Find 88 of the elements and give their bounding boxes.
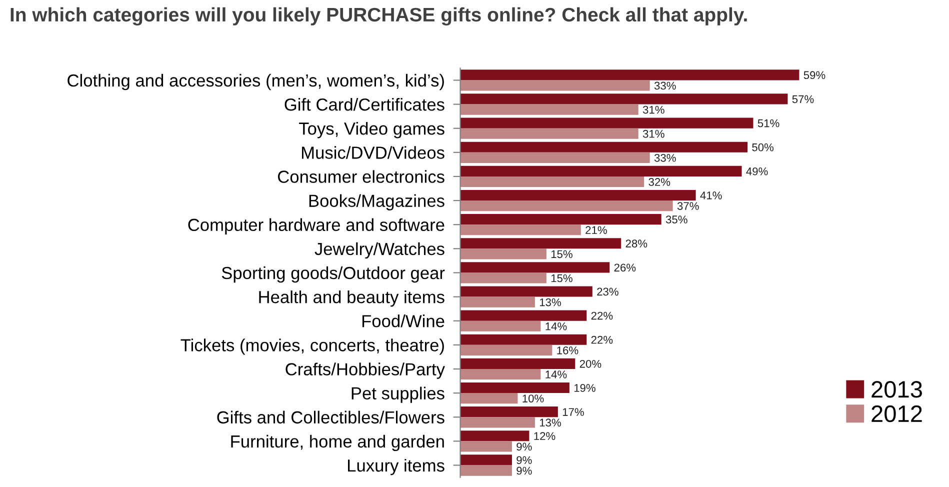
bar (460, 200, 673, 212)
bar (460, 465, 512, 476)
data-label: 41% (700, 192, 722, 200)
bar (460, 214, 662, 225)
bar (460, 430, 530, 442)
data-label: 16% (557, 346, 578, 354)
data-label: 50% (752, 143, 774, 152)
data-label: 17% (562, 408, 584, 416)
bar (460, 406, 558, 418)
data-label: 23% (597, 288, 618, 296)
y-tick-label: Toys, Video games (299, 122, 444, 138)
data-label: 59% (804, 71, 826, 80)
data-label: 9% (516, 466, 532, 475)
data-label: 33% (654, 154, 676, 162)
bar (460, 382, 570, 394)
y-tick-label: Luxury items (348, 458, 444, 476)
bar (460, 286, 592, 297)
y-tick-label: Tickets (movies, concerts, theatre) (180, 338, 444, 355)
data-label: 22% (591, 312, 613, 320)
bar (460, 142, 748, 152)
bar (460, 417, 535, 428)
bar (460, 320, 541, 332)
y-tick-label: Computer hardware and software (188, 218, 444, 234)
bar (460, 310, 587, 321)
data-label: 35% (666, 216, 688, 224)
data-label: 14% (546, 322, 567, 330)
data-label: 10% (522, 394, 544, 402)
data-label: 33% (654, 82, 676, 90)
bar (460, 248, 546, 260)
bar (460, 344, 552, 356)
y-tick-label: Sporting goods/Outdoor gear (222, 266, 445, 283)
bar (460, 166, 742, 176)
bar (460, 358, 576, 369)
bar (460, 454, 512, 466)
y-tick-label: Consumer electronics (278, 170, 444, 183)
data-label: 26% (614, 264, 636, 272)
data-label: 14% (546, 370, 567, 378)
chart-title: In which categories will you likely PURCHASE gifts online? Check all that apply. (10, 7, 747, 26)
y-tick-label: Jewelry/Watches (314, 242, 444, 259)
y-tick-label: Books/Magazines (309, 194, 444, 210)
legend-label: 2013 (872, 381, 922, 398)
bar (460, 128, 638, 139)
data-label: 32% (648, 178, 670, 186)
bar (460, 393, 518, 404)
data-label: 20% (580, 360, 602, 368)
y-tick-label: Furniture, home and garden (231, 434, 444, 452)
data-label: 31% (642, 106, 664, 114)
data-label: 13% (540, 418, 561, 427)
data-label: 31% (642, 130, 664, 138)
bar (460, 190, 696, 201)
bar (460, 224, 581, 236)
data-label: 19% (574, 384, 596, 392)
data-label: 9% (516, 442, 532, 451)
data-label: 15% (551, 250, 572, 258)
data-label: 13% (540, 298, 561, 306)
bar (460, 176, 644, 188)
data-label: 15% (551, 274, 572, 282)
bar (460, 80, 650, 91)
data-label: 12% (534, 432, 556, 440)
bar (460, 70, 800, 80)
data-label: 21% (586, 226, 607, 234)
legend-label: 2012 (872, 405, 922, 422)
bar (460, 152, 650, 163)
bar (460, 94, 788, 104)
y-tick-label: Clothing and accessories (men’s, women’s, kid’s) (68, 74, 444, 90)
data-label: 9% (516, 456, 532, 464)
y-tick-label: Crafts/Hobbies/Party (286, 362, 445, 379)
bar (460, 118, 754, 128)
y-tick-label: Gift Card/Certificates (284, 98, 444, 111)
y-tick-label: Food/Wine (362, 314, 444, 328)
y-tick-label: Gifts and Collectibles/Flowers (217, 410, 444, 424)
bar (460, 368, 541, 380)
data-label: 51% (758, 119, 780, 128)
bar (460, 104, 638, 115)
data-label: 57% (792, 95, 814, 104)
data-label: 37% (677, 202, 699, 210)
bar (460, 272, 546, 284)
bar (460, 262, 610, 273)
data-label: 28% (626, 240, 648, 248)
y-tick-label: Music/DVD/Videos (302, 146, 444, 159)
data-label: 22% (591, 336, 613, 344)
data-label: 49% (746, 167, 768, 176)
bar (460, 296, 535, 308)
bar (460, 441, 512, 452)
bar (460, 238, 622, 249)
y-tick-label: Health and beauty items (259, 290, 444, 307)
bar (460, 334, 587, 345)
y-tick-label: Pet supplies (352, 386, 444, 403)
